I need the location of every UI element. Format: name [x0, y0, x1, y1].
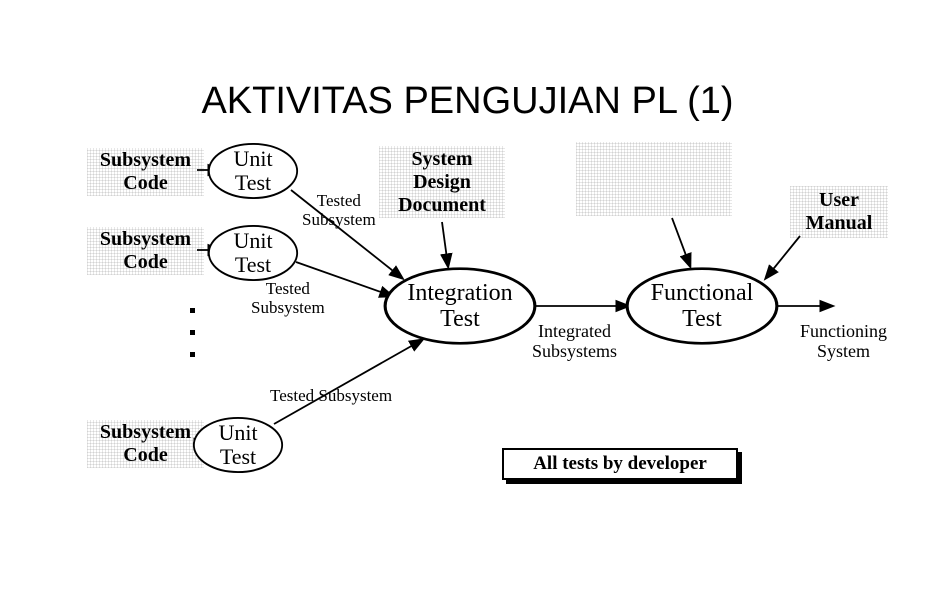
label-tested-subsystem-3: Tested Subsystem — [270, 387, 392, 406]
block-requirements — [576, 142, 732, 216]
label-tested-subsystem-1: Tested Subsystem — [302, 192, 376, 229]
label: Unit Test — [233, 229, 272, 277]
label: Subsystem Code — [100, 421, 191, 467]
page-title: AKTIVITAS PENGUJIAN PL (1) — [0, 80, 935, 123]
block-subsystem-code-3: Subsystem Code — [87, 420, 204, 468]
block-system-design-document: System Design Document — [379, 146, 505, 218]
label: Subsystem Code — [100, 228, 191, 274]
arrow-sdd-int — [442, 222, 448, 266]
block-subsystem-code-2: Subsystem Code — [87, 227, 204, 275]
ellipse-functional-test: Functional Test — [624, 266, 780, 346]
label-integrated-subsystems: Integrated Subsystems — [532, 322, 617, 362]
label: Unit Test — [233, 147, 272, 195]
ellipse-unit-test-3: Unit Test — [192, 416, 284, 474]
label: User Manual — [806, 189, 873, 235]
caption-box: All tests by developer — [502, 448, 738, 480]
ellipsis-dot — [190, 330, 195, 335]
block-subsystem-code-1: Subsystem Code — [87, 148, 204, 196]
arrow-req-fun — [672, 218, 690, 266]
label-functioning-system: Functioning System — [800, 322, 887, 362]
caption-text: All tests by developer — [533, 453, 707, 475]
ellipse-unit-test-2: Unit Test — [207, 224, 299, 282]
label: System Design Document — [398, 148, 486, 217]
label: Subsystem Code — [100, 149, 191, 195]
label: Unit Test — [218, 421, 257, 469]
label-tested-subsystem-2: Tested Subsystem — [251, 280, 325, 317]
label: Integration Test — [407, 280, 512, 333]
ellipsis-dot — [190, 352, 195, 357]
ellipsis-dot — [190, 308, 195, 313]
arrow-ut3-int — [274, 340, 422, 424]
label: Functional Test — [651, 280, 754, 333]
block-user-manual: User Manual — [790, 186, 888, 238]
ellipse-unit-test-1: Unit Test — [207, 142, 299, 200]
ellipse-integration-test: Integration Test — [382, 266, 538, 346]
